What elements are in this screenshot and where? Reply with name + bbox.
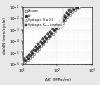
Point [53, 30, 54, 31]
Point [31, 55, 32, 57]
Point [45, 36, 46, 38]
Point [58, 19, 60, 21]
Point [73, 6, 74, 7]
Point [43, 40, 45, 41]
Point [41, 42, 42, 44]
Point [61, 17, 62, 18]
Point [57, 24, 59, 26]
Point [29, 55, 31, 56]
Point [74, 9, 75, 10]
Point [37, 44, 39, 45]
Point [45, 40, 46, 42]
Point [28, 54, 30, 55]
Legend: Vacuum, Air, Hydrogen, R ≥ 0.1, Hydrogen, Kₘₐₓ constant: Vacuum, Air, Hydrogen, R ≥ 0.1, Hydrogen… [24, 8, 62, 28]
Point [64, 19, 66, 21]
Point [70, 7, 72, 8]
Point [39, 40, 41, 42]
Point [40, 41, 42, 43]
Point [68, 10, 70, 11]
Point [23, 59, 25, 60]
Point [55, 30, 56, 31]
Point [34, 45, 36, 46]
Point [71, 11, 73, 13]
Y-axis label: da/dN (mm/cycle): da/dN (mm/cycle) [4, 17, 8, 54]
Point [36, 50, 37, 52]
Point [59, 20, 61, 22]
Point [29, 57, 31, 58]
Point [62, 22, 64, 23]
Point [31, 51, 32, 53]
Point [27, 59, 28, 61]
Point [60, 21, 62, 23]
Point [52, 28, 54, 30]
Point [46, 33, 48, 34]
X-axis label: ΔKᴵ (MPa√m): ΔKᴵ (MPa√m) [44, 78, 70, 82]
Point [62, 19, 64, 20]
Point [65, 16, 66, 18]
Point [37, 43, 38, 44]
Point [74, 7, 76, 8]
Point [64, 15, 65, 16]
Point [42, 38, 43, 39]
Point [55, 27, 57, 28]
Point [69, 14, 71, 15]
Point [28, 53, 30, 54]
Point [76, 7, 78, 8]
Point [47, 33, 49, 35]
Point [25, 60, 26, 61]
Point [54, 26, 56, 27]
Point [26, 55, 27, 57]
Point [67, 17, 68, 18]
Point [26, 56, 27, 58]
Point [30, 50, 32, 52]
Point [50, 35, 51, 37]
Point [49, 30, 50, 31]
Point [67, 14, 69, 15]
Point [54, 25, 55, 26]
Point [50, 32, 52, 34]
Point [77, 6, 78, 7]
Point [34, 50, 35, 51]
Point [42, 43, 44, 44]
Point [36, 47, 38, 49]
Point [66, 11, 67, 13]
Point [48, 35, 50, 36]
Point [38, 48, 40, 49]
Point [35, 46, 37, 48]
Point [42, 39, 44, 40]
Point [61, 18, 63, 19]
Point [51, 27, 53, 29]
Point [40, 45, 42, 46]
Point [47, 38, 49, 39]
Point [27, 57, 28, 58]
Point [63, 14, 65, 15]
Point [32, 48, 34, 49]
Point [23, 58, 25, 59]
Point [33, 53, 35, 54]
Point [38, 45, 40, 46]
Point [56, 22, 58, 23]
Point [44, 35, 46, 37]
Point [68, 9, 70, 10]
Point [72, 8, 74, 10]
Point [66, 12, 68, 14]
Point [79, 6, 80, 7]
Point [59, 25, 61, 26]
Point [57, 23, 58, 24]
Point [46, 37, 47, 39]
Point [49, 31, 51, 32]
Point [25, 61, 26, 63]
Point [57, 27, 59, 29]
Point [32, 52, 33, 54]
Point [70, 11, 71, 12]
Point [52, 33, 54, 34]
Point [33, 49, 35, 50]
